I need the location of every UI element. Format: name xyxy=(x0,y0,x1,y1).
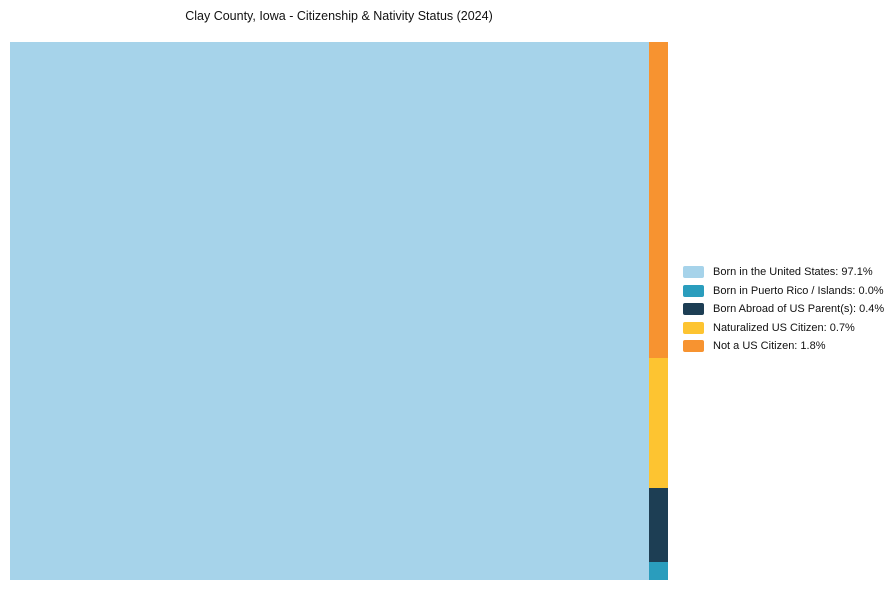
legend-swatch xyxy=(683,284,704,297)
legend-swatch xyxy=(683,340,704,353)
legend-item-naturalized-us-citizen: Naturalized US Citizen: 0.7% xyxy=(683,321,884,335)
treemap-segment-born-in-puerto-rico-islands xyxy=(649,561,668,580)
legend-item-not-a-us-citizen: Not a US Citizen: 1.8% xyxy=(683,340,884,353)
legend-label: Born in Puerto Rico / Islands: 0.0% xyxy=(713,284,884,297)
treemap-segment-naturalized-us-citizen xyxy=(649,357,668,488)
treemap-segment-born-abroad-of-us-parent-s xyxy=(649,487,668,562)
treemap-minor-strip xyxy=(649,42,668,580)
legend-swatch xyxy=(683,266,704,279)
legend-item-born-in-puerto-rico-islands: Born in Puerto Rico / Islands: 0.0% xyxy=(683,284,884,298)
legend-label: Not a US Citizen: 1.8% xyxy=(713,340,826,353)
legend: Born in the United States: 97.1% Born in … xyxy=(683,266,884,359)
treemap-segment-not-a-us-citizen xyxy=(649,42,668,358)
legend-swatch xyxy=(683,303,704,316)
legend-label: Born in the United States: 97.1% xyxy=(713,266,873,279)
legend-label: Naturalized US Citizen: 0.7% xyxy=(713,321,855,334)
legend-label: Born Abroad of US Parent(s): 0.4% xyxy=(713,303,885,316)
legend-item-born-in-the-united-states: Born in the United States: 97.1% xyxy=(683,266,884,279)
legend-item-born-abroad-of-us-parent-s: Born Abroad of US Parent(s): 0.4% xyxy=(683,303,884,316)
legend-swatch xyxy=(683,321,704,334)
chart-title: Clay County, Iowa - Citizenship & Nativi… xyxy=(185,9,493,23)
treemap xyxy=(10,42,668,580)
treemap-segment-born-in-the-united-states xyxy=(10,42,649,580)
